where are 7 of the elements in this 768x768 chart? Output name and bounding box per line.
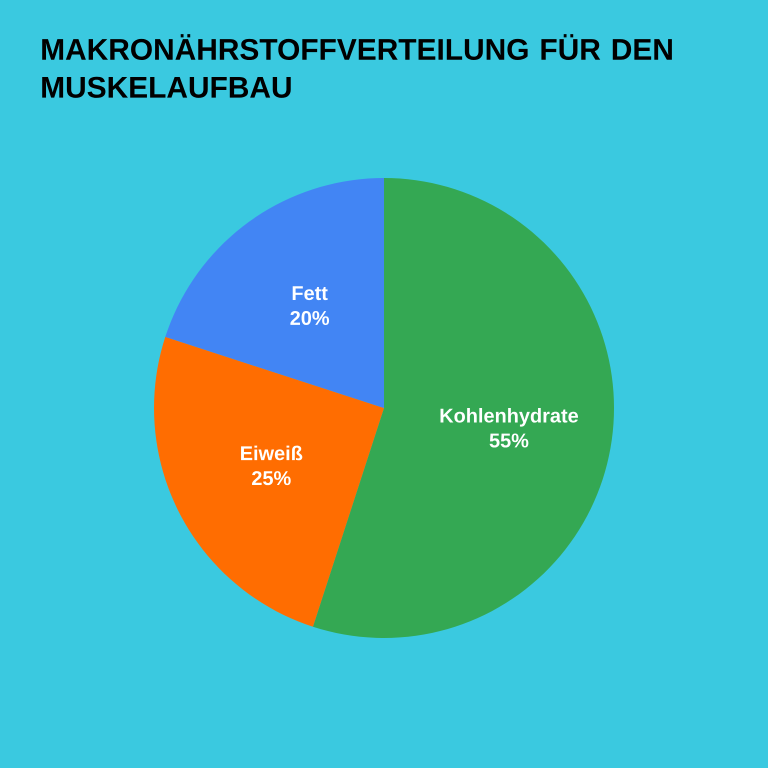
slice-label: Eiweiß — [241, 446, 302, 460]
data-label: 25% — [252, 471, 291, 486]
data-label: 20% — [290, 310, 330, 326]
chart-title: MAKRONÄHRSTOFFVERTEILUNG FÜR DEN MUSKELAUFBAU — [42, 34, 672, 98]
slice-label: Fett — [292, 286, 328, 300]
data-label: 55% — [490, 433, 528, 448]
slice-label: Kohlenhydrate — [440, 408, 578, 427]
